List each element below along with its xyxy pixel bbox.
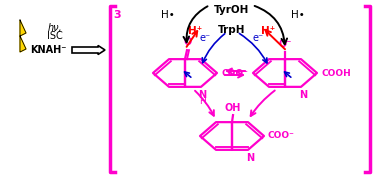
FancyArrow shape [72,45,105,55]
Text: H⁺: H⁺ [188,26,202,36]
Text: KNAH⁻: KNAH⁻ [30,45,66,55]
Text: COO⁻: COO⁻ [268,131,295,140]
Text: 3: 3 [113,10,121,20]
Text: H: H [198,97,205,106]
Text: H⁺: H⁺ [261,26,275,36]
Text: N: N [246,153,254,163]
Polygon shape [20,20,26,52]
Text: H•: H• [161,10,175,20]
Text: hν,: hν, [48,23,62,33]
Text: COOH: COOH [321,68,351,77]
Text: TyrOH: TyrOH [214,5,250,15]
Text: O⁻: O⁻ [278,39,292,49]
Text: N: N [299,90,307,100]
Text: COO⁻: COO⁻ [221,68,248,77]
Text: e⁻: e⁻ [253,33,263,43]
Text: O: O [184,37,192,47]
Text: TrpH: TrpH [218,25,246,35]
Text: H•: H• [291,10,305,20]
Text: e⁻: e⁻ [200,33,211,43]
Text: ISC: ISC [47,31,63,41]
Text: N: N [198,90,206,100]
Text: OH: OH [225,103,241,113]
